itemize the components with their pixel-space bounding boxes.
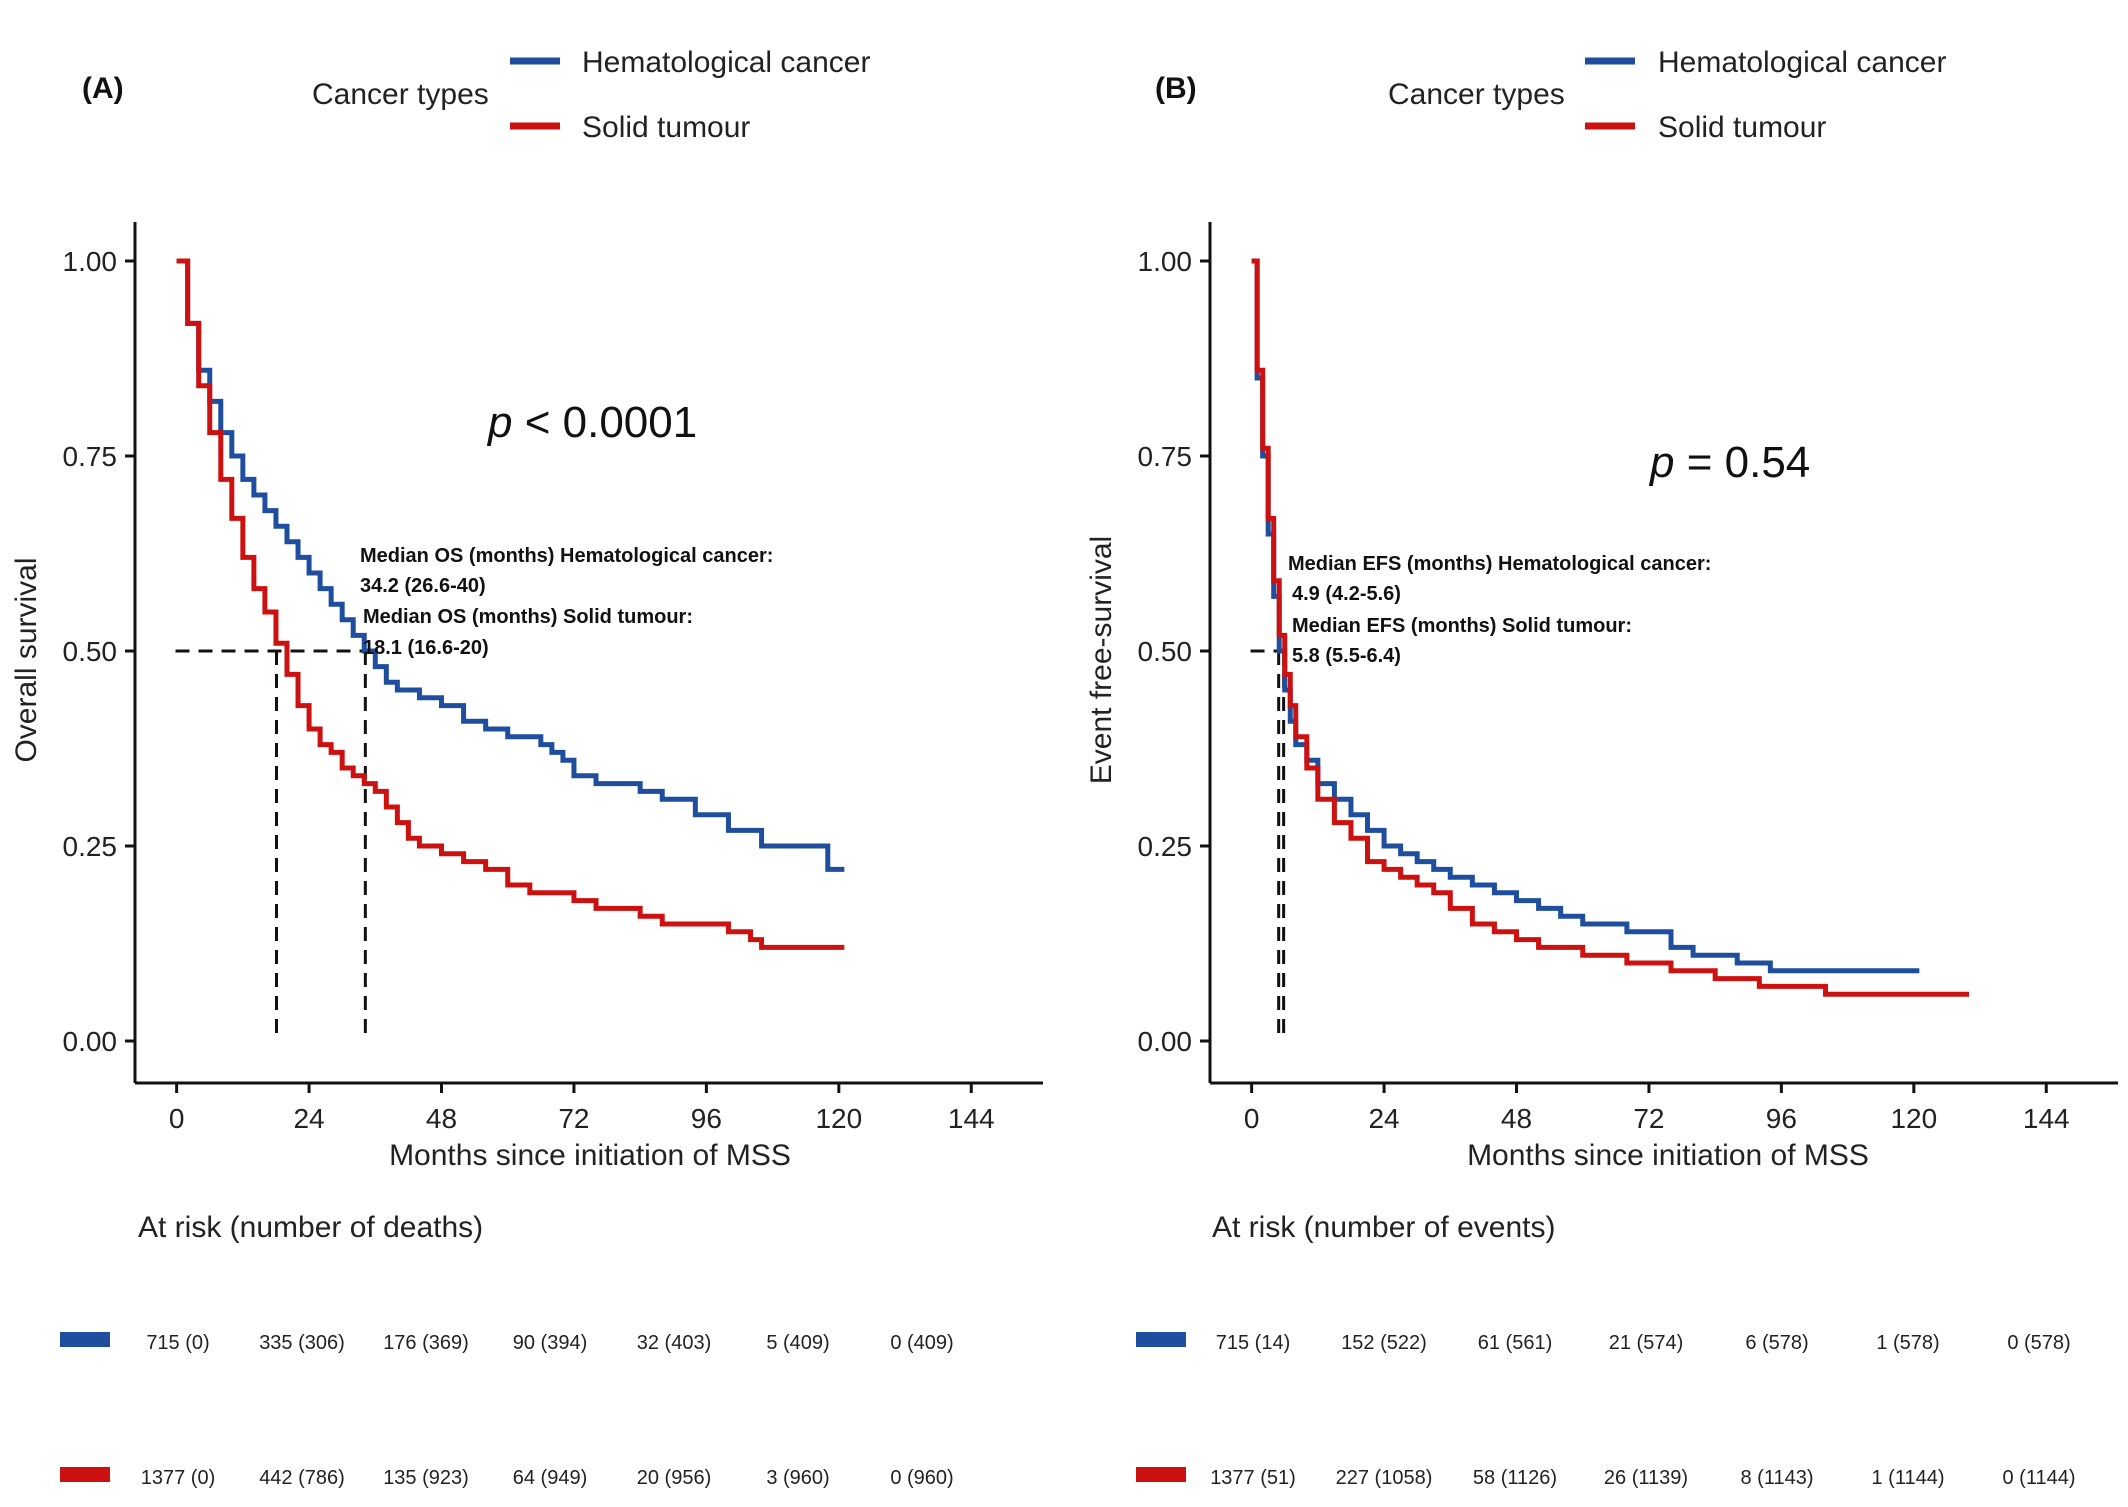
risk-cell: 1 (1144) <box>1871 1467 1944 1489</box>
panel-b: (B) Cancer types Hematological cancer So… <box>1085 46 2118 1489</box>
risk-table: 715 (14) 152 (522) 61 (561) 21 (574) 6 (578)… <box>1136 1332 2076 1489</box>
x-tick-label: 48 <box>1501 1103 1532 1134</box>
risk-cell: 442 (786) <box>259 1467 345 1489</box>
risk-cell: 0 (409) <box>890 1332 953 1354</box>
risk-table: 715 (0) 335 (306) 176 (369) 90 (394) 32 (403… <box>60 1332 954 1489</box>
risk-cell: 715 (0) <box>146 1332 209 1354</box>
x-tick-label: 120 <box>815 1103 862 1134</box>
risk-cell: 335 (306) <box>259 1332 345 1354</box>
risk-table-title: At risk (number of deaths) <box>138 1211 483 1244</box>
x-tick-label: 96 <box>1766 1103 1797 1134</box>
median-annotation-line-4: 5.8 (5.5-6.4) <box>1292 645 1401 667</box>
legend-title: Cancer types <box>1388 78 1565 111</box>
legend-label-hematological: Hematological cancer <box>1658 46 1946 79</box>
risk-cell: 26 (1139) <box>1604 1467 1688 1489</box>
risk-row-swatch <box>1136 1467 1186 1482</box>
risk-cell: 20 (956) <box>637 1467 712 1489</box>
survival-curve-solid-tumour <box>176 258 845 950</box>
median-annotation-line-1: Median OS (months) Hematological cancer: <box>360 545 773 567</box>
y-tick-label: 1.00 <box>1138 246 1193 277</box>
risk-row-swatch <box>1136 1332 1186 1347</box>
survival-curve-solid-tumour <box>1251 258 1970 997</box>
risk-cell: 227 (1058) <box>1336 1467 1433 1489</box>
risk-cell: 61 (561) <box>1478 1332 1553 1354</box>
p-value: p < 0.0001 <box>486 398 697 447</box>
x-tick-label: 120 <box>1890 1103 1937 1134</box>
legend-label-solid: Solid tumour <box>582 111 750 144</box>
risk-cell: 1377 (51) <box>1210 1467 1296 1489</box>
risk-cell: 1 (578) <box>1876 1332 1939 1354</box>
x-axis-title: Months since initiation of MSS <box>1467 1139 1869 1172</box>
x-axis-title: Months since initiation of MSS <box>389 1139 791 1172</box>
risk-row-swatch <box>60 1467 110 1482</box>
median-annotation-line-1: Median EFS (months) Hematological cancer… <box>1288 553 1711 575</box>
y-tick-label: 0.50 <box>63 636 118 667</box>
y-tick-label: 0.25 <box>63 831 118 862</box>
median-annotation-line-2: 4.9 (4.2-5.6) <box>1292 583 1401 605</box>
legend-label-solid: Solid tumour <box>1658 111 1826 144</box>
y-tick-label: 0.50 <box>1138 636 1193 667</box>
x-tick-label: 72 <box>558 1103 589 1134</box>
risk-cell: 64 (949) <box>513 1467 588 1489</box>
risk-table-title: At risk (number of events) <box>1212 1211 1555 1244</box>
risk-cell: 0 (960) <box>890 1467 953 1489</box>
risk-cell: 1377 (0) <box>141 1467 216 1489</box>
risk-cell: 58 (1126) <box>1473 1467 1557 1489</box>
x-tick-label: 24 <box>293 1103 324 1134</box>
risk-cell: 176 (369) <box>383 1332 469 1354</box>
risk-cell: 3 (960) <box>766 1467 829 1489</box>
x-tick-label: 24 <box>1368 1103 1399 1134</box>
y-tick-label: 0.75 <box>63 441 118 472</box>
risk-cell: 32 (403) <box>637 1332 712 1354</box>
x-tick-label: 144 <box>948 1103 995 1134</box>
x-tick-label: 0 <box>1244 1103 1260 1134</box>
x-tick-label: 144 <box>2023 1103 2070 1134</box>
risk-cell: 715 (14) <box>1216 1332 1291 1354</box>
legend-label-hematological: Hematological cancer <box>582 46 870 79</box>
survival-curve-hematological <box>176 258 845 872</box>
risk-cell: 5 (409) <box>766 1332 829 1354</box>
plot-area: 0.00 0.25 0.50 0.75 1.00 0 24 48 72 96 120 144 <box>63 222 1043 1134</box>
panel-a: (A) Cancer types Hematological cancer So… <box>10 46 1043 1489</box>
p-value: p = 0.54 <box>1648 438 1810 487</box>
panel-label: (B) <box>1155 72 1197 105</box>
risk-cell: 152 (522) <box>1341 1332 1427 1354</box>
y-tick-label: 1.00 <box>63 246 118 277</box>
y-tick-label: 0.25 <box>1138 831 1193 862</box>
risk-cell: 90 (394) <box>513 1332 588 1354</box>
x-tick-label: 48 <box>426 1103 457 1134</box>
y-tick-label: 0.00 <box>1138 1026 1193 1057</box>
y-axis-title: Overall survival <box>10 557 43 762</box>
plot-area: 0.00 0.25 0.50 0.75 1.00 0 24 48 72 96 120 144 <box>1138 222 2118 1134</box>
risk-cell: 0 (578) <box>2007 1332 2070 1354</box>
risk-cell: 6 (578) <box>1745 1332 1808 1354</box>
y-tick-label: 0.00 <box>63 1026 118 1057</box>
x-tick-label: 72 <box>1633 1103 1664 1134</box>
x-tick-label: 96 <box>691 1103 722 1134</box>
y-tick-label: 0.75 <box>1138 441 1193 472</box>
median-annotation-line-4: 18.1 (16.6-20) <box>363 637 489 659</box>
panel-label: (A) <box>82 72 124 105</box>
risk-cell: 0 (1144) <box>2002 1467 2075 1489</box>
risk-cell: 135 (923) <box>383 1467 469 1489</box>
legend-title: Cancer types <box>312 78 489 111</box>
risk-cell: 8 (1143) <box>1740 1467 1813 1489</box>
risk-cell: 21 (574) <box>1609 1332 1684 1354</box>
median-annotation-line-3: Median EFS (months) Solid tumour: <box>1292 615 1632 637</box>
median-annotation-line-3: Median OS (months) Solid tumour: <box>363 606 693 628</box>
risk-row-swatch <box>60 1332 110 1347</box>
y-axis-title: Event free-survival <box>1085 536 1118 784</box>
median-annotation-line-2: 34.2 (26.6-40) <box>360 575 486 597</box>
x-tick-label: 0 <box>169 1103 185 1134</box>
